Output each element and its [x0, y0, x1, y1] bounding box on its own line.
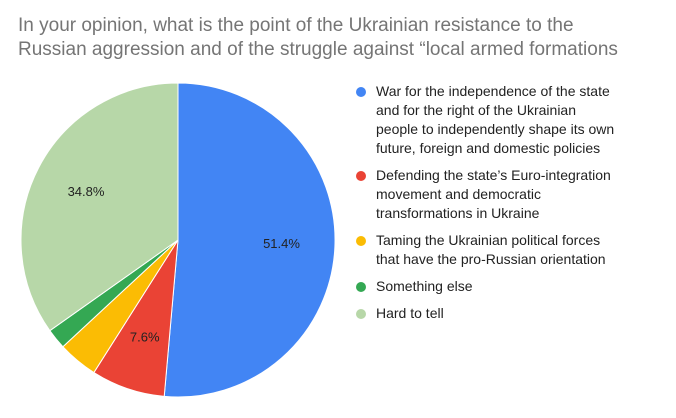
legend-label-2-line-2: movement and democratic [376, 186, 541, 202]
pie-slice-5 [20, 82, 179, 332]
legend-label-4-line-1: Something else [376, 278, 473, 294]
pie-data-label-1: 51.4% [263, 236, 300, 251]
legend-swatch-2 [356, 171, 366, 181]
chart-title-line-1: In your opinion, what is the point of th… [18, 15, 574, 36]
legend-swatch-1 [356, 87, 366, 97]
legend-item-3: Taming the Ukrainian political forces tha… [356, 231, 672, 269]
legend-item-2: Defending the state’s Euro-integration mo… [356, 166, 672, 223]
chart-title: In your opinion, what is the point of th… [18, 14, 668, 62]
legend-swatch-4 [356, 282, 366, 292]
legend-label-2-line-3: transformations in Ukraine [376, 205, 540, 221]
legend-item-1: War for the independence of the state and… [356, 82, 672, 158]
pie-slice-1 [163, 82, 336, 398]
legend-label-1-line-4: future, foreign and domestic policies [376, 140, 601, 156]
pie-data-label-2: 7.6% [130, 330, 160, 345]
legend-swatch-3 [356, 236, 366, 246]
pie-data-labels: 51.4% 7.6% 34.8% [68, 184, 301, 345]
legend-label-1-line-2: and for the right of the Ukrainian [376, 102, 577, 118]
pie-data-label-5: 34.8% [68, 184, 105, 199]
legend-label-1-line-3: people to independently shape its own [376, 121, 615, 137]
legend-label-5-line-1: Hard to tell [376, 305, 444, 321]
legend-label-1-line-1: War for the independence of the state [376, 83, 610, 99]
pie-slices [20, 82, 336, 398]
legend-swatch-5 [356, 309, 366, 319]
legend-label-3-line-1: Taming the Ukrainian political forces [376, 232, 601, 248]
legend-label-3-line-2: that have the pro-Russian orientation [376, 251, 606, 267]
legend-item-5: Hard to tell [356, 304, 672, 323]
chart-legend: War for the independence of the state and… [356, 82, 672, 331]
legend-item-4: Something else [356, 277, 672, 296]
chart-title-line-2: Russian aggression and of the struggle a… [18, 39, 618, 60]
legend-label-2-line-1: Defending the state’s Euro-integration [376, 167, 611, 183]
